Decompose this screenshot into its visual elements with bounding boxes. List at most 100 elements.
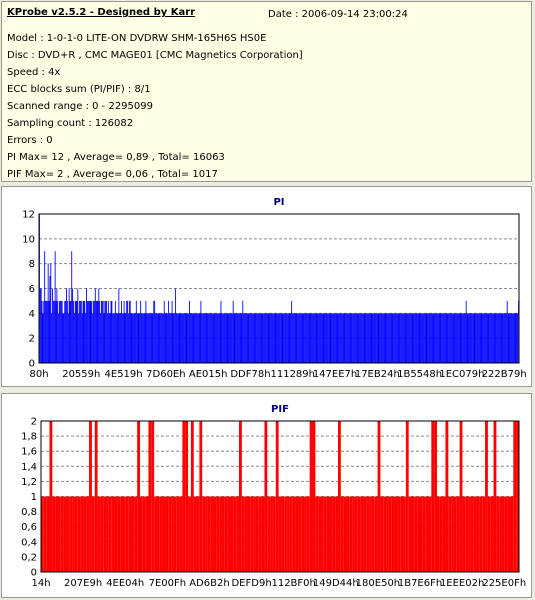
pi-bar	[90, 300, 92, 363]
pi-bar	[221, 313, 223, 363]
pif-bar	[46, 496, 50, 572]
pi-bar	[151, 313, 153, 363]
pi-bar	[457, 313, 458, 363]
pif-y-tick-label: 0,2	[21, 552, 37, 563]
pif-bar	[343, 496, 347, 572]
pi-bar	[206, 313, 208, 363]
pi-bar	[131, 313, 133, 363]
pi-bar	[391, 313, 393, 363]
pif-bar	[171, 496, 174, 572]
pi-bar	[182, 313, 183, 363]
pi-bar	[328, 313, 330, 363]
pi-bar	[272, 313, 274, 363]
pi-bar	[135, 300, 137, 363]
pif-bar	[219, 496, 223, 572]
pi-bar	[503, 313, 505, 363]
pi-bar	[59, 300, 61, 363]
scan-date: Date : 2006-09-14 23:00:24	[268, 9, 408, 20]
pif-bar	[473, 496, 477, 572]
pi-bar	[497, 313, 499, 363]
pi-bar	[290, 313, 292, 363]
pi-bar	[299, 313, 301, 363]
pif-bar	[80, 496, 84, 572]
pif-bar	[318, 496, 322, 572]
pi-bar	[179, 313, 181, 363]
pi-bar	[272, 313, 273, 363]
pi-bar	[359, 313, 361, 363]
pi-bar	[192, 313, 194, 363]
pi-bar	[106, 300, 108, 363]
speed-line: Speed : 4x	[7, 67, 61, 78]
range-line: Scanned range : 0 - 2295099	[7, 101, 153, 112]
pi-x-tick-label: 111289h	[270, 369, 315, 380]
pif-y-tick-label: 0	[31, 568, 37, 579]
pi-bar	[88, 300, 90, 363]
pi-bar	[498, 313, 499, 363]
pi-bar	[438, 313, 440, 363]
pi-bar	[313, 313, 314, 363]
pi-bar	[380, 313, 382, 363]
pi-bar	[52, 288, 53, 363]
pi-bar	[466, 313, 468, 363]
pi-bar	[386, 313, 388, 363]
pi-bar	[122, 313, 124, 363]
pif-bar	[445, 421, 449, 572]
pi-bar	[61, 300, 63, 363]
pi-bar	[244, 313, 245, 363]
pi-bar	[340, 313, 342, 363]
pi-bar	[128, 300, 130, 363]
pi-bar	[514, 313, 516, 363]
pi-bar	[447, 313, 449, 363]
pi-bar	[89, 300, 91, 363]
pi-bar	[163, 300, 165, 363]
pi-bar	[478, 313, 480, 363]
pi-bar	[436, 313, 437, 363]
pi-bar	[202, 313, 204, 363]
pi-bar	[335, 313, 337, 363]
pi-bar	[232, 300, 234, 363]
pi-bar	[198, 313, 200, 363]
pif-bar	[394, 496, 398, 572]
pi-bar	[456, 313, 458, 363]
pi-bar	[101, 300, 103, 363]
pi-bar	[477, 313, 478, 363]
pi-bar	[432, 313, 434, 363]
pif-bar	[190, 421, 194, 572]
pi-bar	[231, 313, 232, 363]
pi-bar	[108, 313, 110, 363]
pif-bar	[74, 496, 78, 572]
pi-bar	[71, 251, 73, 363]
pi-bar	[216, 313, 218, 363]
pi-bar	[118, 288, 120, 363]
pi-bar	[154, 300, 156, 363]
pi-bar	[508, 313, 510, 363]
pi-bar	[171, 300, 173, 363]
pi-bar	[190, 313, 192, 363]
pi-bar	[302, 313, 304, 363]
pif-bar	[459, 421, 463, 572]
pif-bar	[363, 496, 367, 572]
pi-bar	[278, 313, 279, 363]
pi-bar	[263, 313, 265, 363]
pi-bar	[257, 313, 259, 363]
pif-x-tick-label: 180E50h	[356, 578, 400, 589]
pi-bar	[54, 251, 56, 363]
pi-bar	[416, 313, 417, 363]
pif-x-tick-label: 225E0Fh	[482, 578, 526, 589]
pif-bar	[329, 496, 333, 572]
pi-bar	[121, 313, 123, 363]
pi-bar	[292, 313, 294, 363]
pif-bar	[250, 496, 254, 572]
pif-bar	[485, 421, 488, 572]
pi-bar	[395, 313, 396, 363]
pi-bar	[365, 313, 367, 363]
pi-bar	[240, 313, 242, 363]
pi-bar	[102, 300, 104, 363]
pi-bar	[103, 313, 105, 363]
pif-bar	[462, 496, 466, 572]
pi-bar	[204, 313, 206, 363]
pi-bar	[188, 313, 190, 363]
pi-bar	[426, 313, 428, 363]
pif-y-tick-label: 0,8	[21, 507, 37, 518]
pi-bar	[100, 313, 101, 363]
